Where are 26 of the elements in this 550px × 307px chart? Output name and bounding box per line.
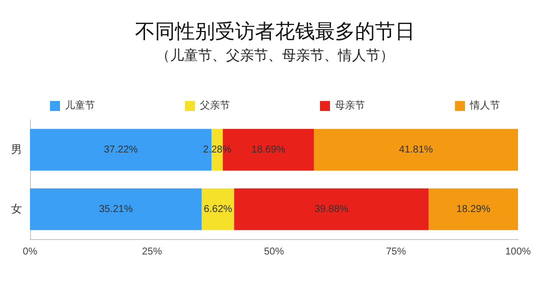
y-tick-label: 女: [11, 203, 22, 216]
data-label: 6.62%: [204, 204, 232, 215]
bar: [202, 188, 234, 230]
x-tick-label: 25%: [142, 246, 162, 258]
data-label: 41.81%: [399, 144, 434, 156]
data-label: 35.21%: [98, 204, 133, 215]
data-label: 18.29%: [456, 204, 490, 215]
legend-label: 情人节: [469, 100, 500, 112]
chart-title: 不同性别受访者花钱最多的节日: [135, 19, 415, 43]
data-label: 2.28%: [203, 144, 232, 156]
bar: [234, 188, 429, 230]
data-label: 39.88%: [314, 204, 348, 215]
bar: [314, 128, 518, 171]
legend-label: 母亲节: [335, 100, 365, 112]
bar: [428, 188, 518, 230]
x-tick-label: 0%: [22, 246, 38, 258]
y-tick-label: 男: [11, 144, 22, 156]
legend-label: 父亲节: [200, 100, 230, 112]
data-label: 37.22%: [104, 144, 138, 156]
data-label: 18.69%: [251, 144, 286, 156]
chart-subtitle: （儿童节、父亲节、母亲节、情人节）: [156, 48, 394, 64]
x-tick-label: 50%: [264, 246, 284, 258]
bar: [30, 188, 202, 230]
legend-label: 儿童节: [65, 100, 95, 112]
x-tick-label: 75%: [386, 246, 406, 258]
x-tick-label: 100%: [505, 246, 531, 258]
